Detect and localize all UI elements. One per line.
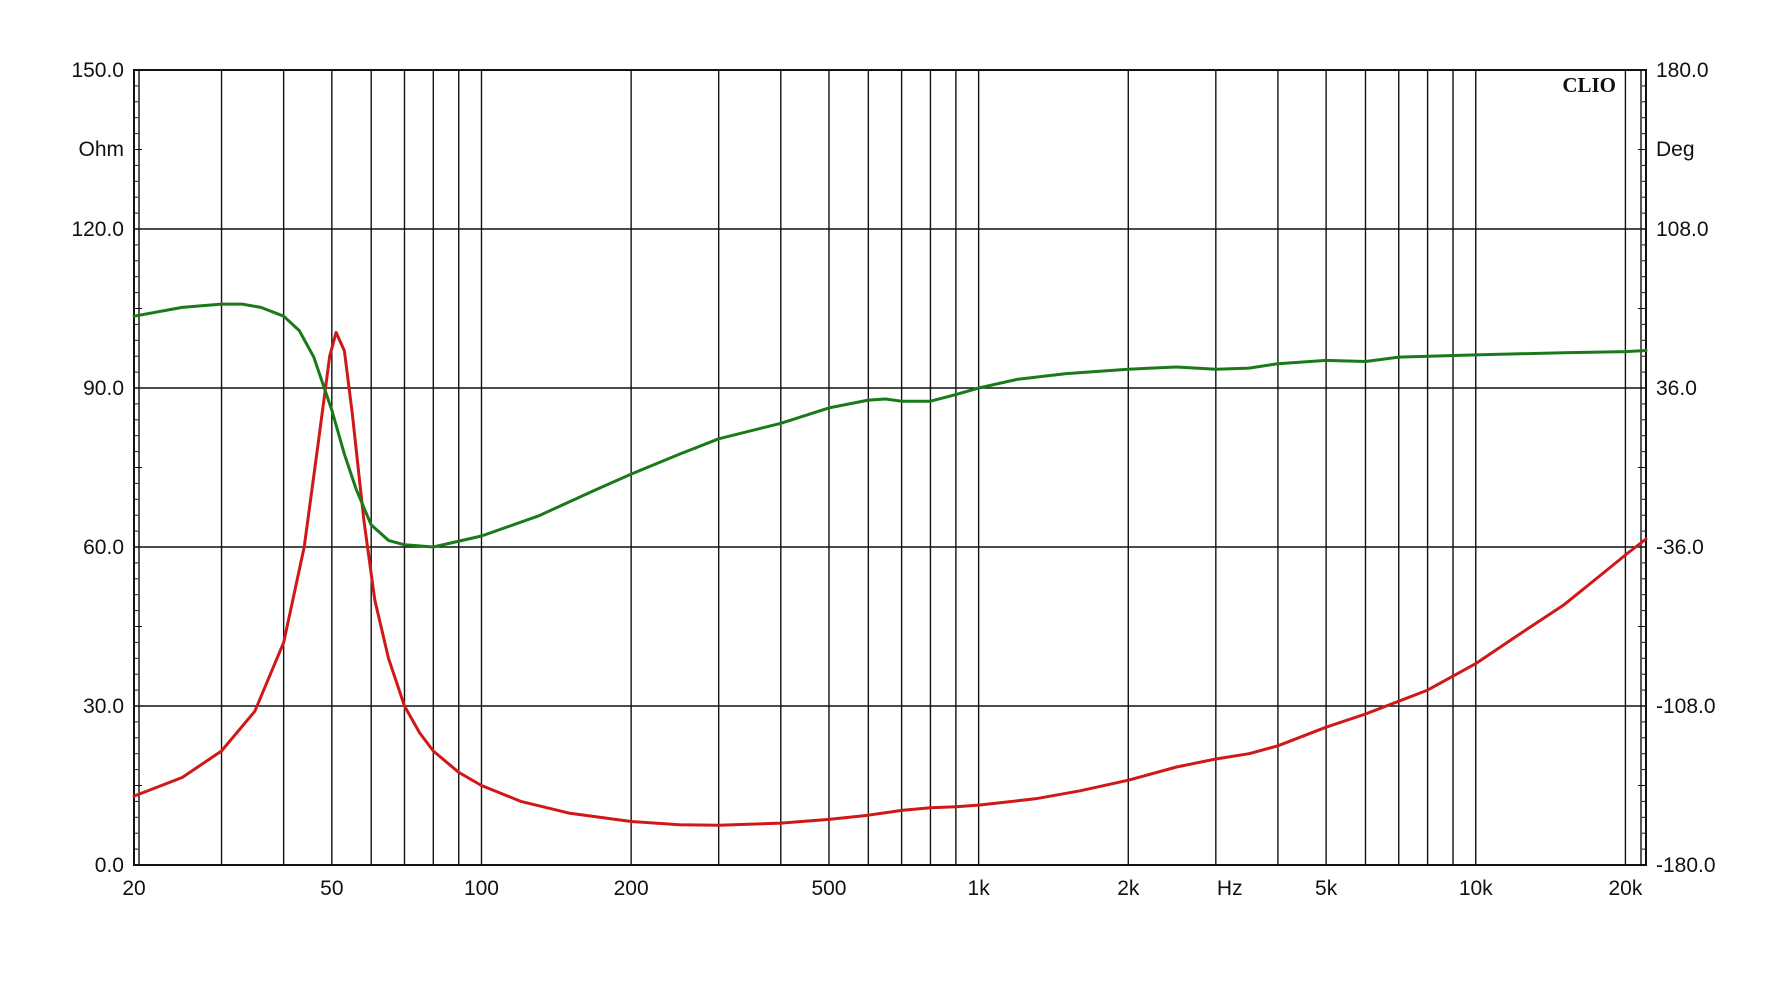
x-tick-label: 20k xyxy=(1608,877,1642,900)
x-tick-label: 5k xyxy=(1315,877,1338,900)
x-tick-label: 50 xyxy=(320,877,343,900)
phase-series-line xyxy=(132,302,1648,549)
x-tick-label: 500 xyxy=(811,877,846,900)
x-tick-label: 1k xyxy=(968,877,991,900)
left-axis-unit: Ohm xyxy=(78,138,124,161)
right-tick-label: -36.0 xyxy=(1656,536,1704,559)
chart-grid xyxy=(134,69,1646,866)
right-tick-label: -108.0 xyxy=(1656,695,1716,718)
x-tick-label: 10k xyxy=(1459,877,1493,900)
x-tick-label: 200 xyxy=(614,877,649,900)
clio-logo-text: CLIO xyxy=(1562,73,1616,97)
impedance-series-line xyxy=(132,330,1648,827)
left-tick-label: 150.0 xyxy=(71,59,124,82)
x-tick-label: 20 xyxy=(122,877,145,900)
left-tick-label: 120.0 xyxy=(71,218,124,241)
right-tick-label: 180.0 xyxy=(1656,59,1709,82)
left-tick-label: 0.0 xyxy=(95,854,124,877)
axis-labels: Ohm Deg CLIO 0.0 30.0 60.0 90.0 120.0 150.0 -1… xyxy=(71,59,1715,900)
x-axis-unit: Hz xyxy=(1217,877,1243,900)
left-tick-label: 60.0 xyxy=(83,536,124,559)
right-tick-label: -180.0 xyxy=(1656,854,1716,877)
x-tick-label: 2k xyxy=(1117,877,1140,900)
right-tick-label: 36.0 xyxy=(1656,377,1697,400)
x-tick-label: 100 xyxy=(464,877,499,900)
left-tick-label: 30.0 xyxy=(83,695,124,718)
right-tick-label: 108.0 xyxy=(1656,218,1709,241)
plot-border xyxy=(133,69,1647,866)
right-axis-unit: Deg xyxy=(1656,138,1695,161)
plot-frame xyxy=(133,69,1647,866)
chart-series xyxy=(132,302,1648,827)
left-tick-label: 90.0 xyxy=(83,377,124,400)
